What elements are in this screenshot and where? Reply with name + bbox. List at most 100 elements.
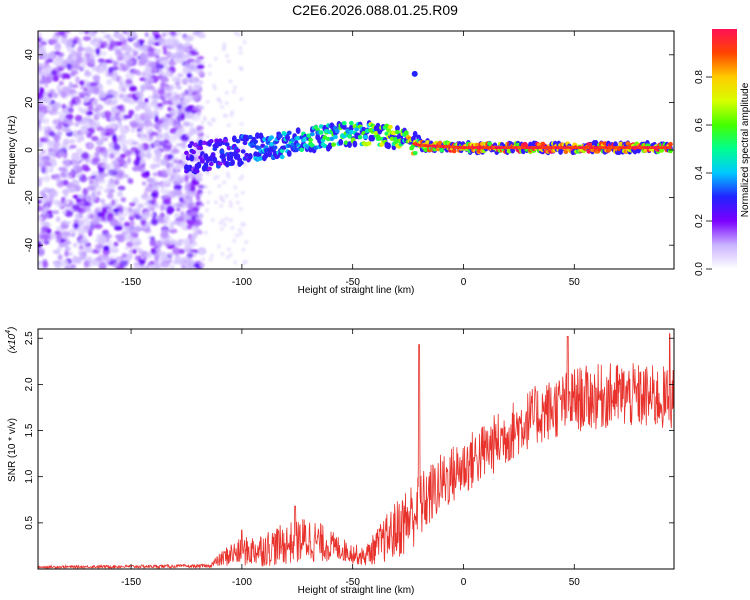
ridge-blob <box>395 129 400 135</box>
noise-blob <box>81 152 90 160</box>
ridge-blob <box>387 124 393 130</box>
noise-blob <box>38 37 42 43</box>
noise-blob <box>49 165 54 173</box>
noise-blob <box>106 192 114 199</box>
noise-blob <box>107 261 115 266</box>
noise-blob <box>168 176 174 183</box>
noise-blob <box>93 223 103 230</box>
noise-blob <box>144 211 150 218</box>
noise-blob <box>115 256 123 262</box>
ridge-blob <box>254 132 260 140</box>
noise-blob <box>103 34 110 39</box>
noise-blob <box>54 43 62 52</box>
noise-blob <box>168 228 178 234</box>
noise-blob <box>195 215 203 221</box>
noise-blob <box>100 149 109 157</box>
ridge-blob <box>240 149 246 154</box>
noise-blob <box>50 69 57 76</box>
noise-blob <box>95 48 101 56</box>
ridge-blob <box>357 134 363 140</box>
noise-blob <box>163 181 170 188</box>
noise-blob <box>42 261 49 269</box>
noise-blob <box>71 264 77 269</box>
noise-blob <box>74 213 83 220</box>
noise-blob <box>178 128 186 134</box>
ridge-blob <box>223 138 228 144</box>
noise-blob <box>64 161 71 168</box>
noise-blob <box>223 113 228 118</box>
noise-blob <box>235 200 240 205</box>
noise-blob <box>171 109 180 114</box>
noise-blob <box>152 172 159 177</box>
ridge-blob <box>338 138 344 146</box>
noise-blob <box>118 104 125 112</box>
noise-blob <box>171 76 178 83</box>
noise-blob <box>238 45 243 50</box>
noise-blob <box>38 124 42 128</box>
noise-blob <box>59 259 69 267</box>
noise-blob <box>78 91 87 97</box>
noise-blob <box>164 38 173 46</box>
noise-blob <box>182 121 191 127</box>
ridge-blob <box>412 130 418 138</box>
snr-series-line <box>38 333 674 569</box>
ridge-blob <box>364 128 370 134</box>
noise-blob <box>241 247 246 252</box>
noise-blob <box>115 32 121 40</box>
ridge-blob <box>189 154 195 162</box>
ridge-blob <box>347 134 352 139</box>
noise-blob <box>144 188 149 195</box>
colorbar-ticks: 0.0 0.2 0.4 0.6 0.8 <box>694 70 712 276</box>
noise-blob <box>149 260 155 266</box>
noise-blob <box>38 240 43 249</box>
noise-blob <box>197 105 205 110</box>
noise-blob <box>53 260 59 267</box>
ridge-blob <box>219 149 225 154</box>
noise-blob <box>131 166 141 172</box>
noise-blob <box>234 164 239 169</box>
ridge-blob <box>274 154 280 160</box>
noise-blob <box>69 65 76 71</box>
noise-blob <box>162 198 171 205</box>
snr-plot-area <box>38 329 674 569</box>
noise-blob <box>64 250 69 258</box>
noise-blob <box>186 224 193 230</box>
noise-blob <box>111 199 116 206</box>
noise-blob <box>63 31 71 34</box>
ridge-blob <box>191 149 196 155</box>
noise-blob <box>177 72 182 79</box>
noise-blob <box>184 184 191 192</box>
noise-blob <box>90 170 99 176</box>
ridge-blob <box>352 140 358 148</box>
ridge-blob <box>253 151 259 159</box>
noise-blob <box>110 90 119 96</box>
noise-blob <box>54 102 61 110</box>
noise-blob <box>129 211 135 216</box>
noise-blob <box>169 53 179 60</box>
noise-blob <box>75 76 80 84</box>
noise-blob <box>154 115 159 123</box>
noise-blob <box>199 202 204 207</box>
colorbar-tick-label: 0.4 <box>694 166 705 180</box>
noise-blob <box>82 204 88 213</box>
noise-blob <box>92 86 98 94</box>
noise-blob <box>159 256 164 263</box>
ridge-blob <box>212 156 218 164</box>
noise-blob <box>41 225 50 233</box>
noise-blob <box>183 198 191 204</box>
noise-blob <box>149 77 154 83</box>
noise-blob <box>91 135 99 142</box>
noise-blob <box>76 49 83 58</box>
noise-blob <box>226 59 231 64</box>
noise-blob <box>152 89 159 97</box>
noise-blob <box>217 183 222 188</box>
noise-blob <box>94 244 104 250</box>
noise-blob <box>130 127 136 133</box>
y-tick-label: 2.0 <box>24 377 35 391</box>
ridge-blob <box>309 143 315 148</box>
noise-blob <box>149 131 159 136</box>
noise-blob <box>149 236 156 241</box>
noise-blob <box>161 261 170 268</box>
noise-blob <box>234 193 239 198</box>
ridge-blob <box>208 161 214 167</box>
